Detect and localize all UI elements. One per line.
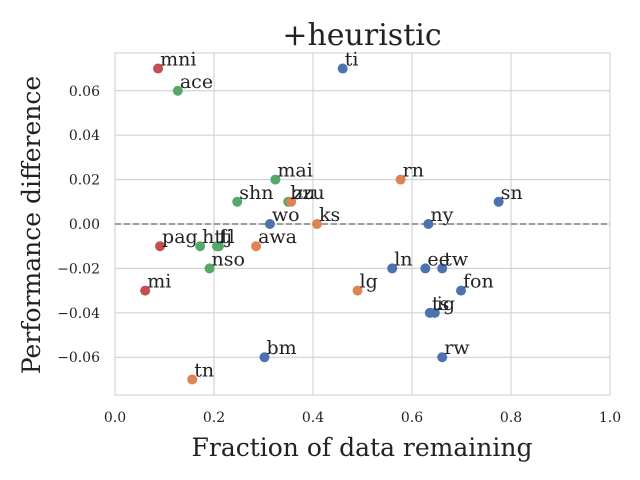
point-label-nso: nso (212, 248, 245, 270)
point-label-ace: ace (180, 71, 213, 93)
data-point-ks (311, 219, 322, 229)
point-label-tw: tw (444, 248, 469, 270)
data-point-zu (286, 196, 297, 207)
data-point-bm (259, 352, 270, 363)
y-tick-label: 0.00 (69, 217, 100, 233)
point-label-ks: ks (319, 204, 340, 226)
y-tick-label: −0.02 (57, 261, 100, 277)
data-point-ht (195, 241, 206, 252)
point-label-awa: awa (258, 226, 297, 248)
y-tick-label: −0.04 (57, 306, 100, 322)
data-point-rw (437, 352, 448, 363)
x-axis-label: Fraction of data remaining (192, 433, 533, 462)
x-tick-label: 0.0 (104, 410, 126, 426)
point-label-zu: zu (293, 182, 315, 204)
y-tick-label: 0.06 (69, 84, 100, 100)
point-label-bm: bm (266, 337, 296, 359)
data-point-wo (264, 219, 275, 229)
point-label-fon: fon (463, 271, 494, 293)
data-point-awa (251, 241, 262, 252)
point-label-ts: ts (432, 293, 449, 315)
point-label-ht: ht (202, 226, 222, 248)
point-label-bzu: bzu (290, 182, 324, 204)
x-tick-label: 0.6 (401, 410, 423, 426)
data-point-pag (155, 241, 166, 252)
data-point-rn (395, 174, 406, 185)
point-label-ti: ti (345, 49, 359, 71)
point-label-lg: lg (360, 271, 378, 293)
point-label-fj: fj (219, 226, 232, 248)
point-label-sn: sn (501, 182, 523, 204)
point-label-mai: mai (277, 160, 312, 182)
x-tick-label: 1.0 (599, 410, 621, 426)
data-point-nso (204, 263, 215, 274)
data-point-ln (387, 263, 398, 274)
point-label-rw: rw (444, 337, 470, 359)
data-point-mni (153, 63, 164, 74)
y-axis-label: Performance difference (17, 76, 46, 374)
point-label-mni: mni (160, 49, 196, 71)
x-tick-label: 0.2 (203, 410, 225, 426)
data-point-lg (352, 285, 363, 296)
point-label-pag: pag (162, 226, 198, 248)
data-point-ti (337, 63, 348, 74)
x-tick-label: 0.4 (302, 410, 324, 426)
data-point-ace (172, 85, 183, 96)
point-label-ee: ee (427, 248, 450, 270)
point-label-tl: tl (221, 226, 235, 248)
y-tick-label: 0.04 (69, 128, 100, 144)
tick-labels: 0.0 0.2 0.4 0.6 0.8 1.0 −0.06 −0.04 −0.02 0.00 0.0… (57, 84, 621, 426)
point-label-tn: tn (194, 359, 214, 381)
data-point-fon (456, 285, 467, 296)
data-point-tl (213, 241, 224, 252)
point-label-shn: shn (239, 182, 273, 204)
y-tick-label: 0.02 (69, 173, 100, 189)
point-label-ny: ny (430, 204, 453, 226)
data-point-mai (270, 174, 281, 185)
point-label-mi: mi (147, 271, 171, 293)
data-point-sn (493, 196, 504, 207)
x-tick-label: 0.8 (500, 410, 522, 426)
point-label-ig: ig (437, 293, 455, 315)
point-label-wo: wo (272, 204, 300, 226)
y-tick-label: −0.06 (57, 350, 100, 366)
point-label-ln: ln (394, 248, 412, 270)
data-point-shn (232, 196, 243, 207)
data-point-ig (429, 307, 440, 318)
point-label-rn: rn (403, 160, 424, 182)
data-point-tw (437, 263, 448, 274)
chart-title: +heuristic (282, 18, 441, 53)
data-point-ny (423, 219, 434, 229)
data-point-ee (420, 263, 431, 274)
data-point-tn (187, 374, 198, 385)
data-point-mi (140, 285, 151, 296)
data-points (140, 63, 504, 385)
